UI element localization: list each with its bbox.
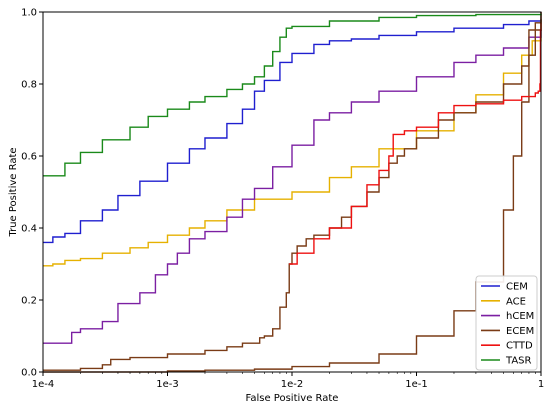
series-line-tasr xyxy=(43,13,542,177)
legend-label-hcem: hCEM xyxy=(506,311,534,322)
series-line-ecem xyxy=(43,12,542,373)
y-tick-label: 0.0 xyxy=(21,368,37,379)
legend-label-cem: CEM xyxy=(506,282,528,293)
legend-label-cttd: CTTD xyxy=(506,341,533,352)
series-layer xyxy=(43,12,542,373)
x-tick-label: 1e-1 xyxy=(405,379,428,390)
y-tick-label: 0.6 xyxy=(21,152,37,163)
legend-label-tasr: TASR xyxy=(505,356,532,367)
series-line-hcem xyxy=(43,30,542,344)
x-tick-label: 1e-3 xyxy=(156,379,179,390)
y-tick-label: 0.8 xyxy=(21,80,37,91)
y-axis-ticks: 0.0 0.2 0.4 0.6 0.8 1.0 xyxy=(21,8,43,379)
x-tick-label: 1e-2 xyxy=(281,379,304,390)
x-axis-label: False Positive Rate xyxy=(246,393,339,404)
legend-box xyxy=(475,275,538,371)
legend-label-ace: ACE xyxy=(506,296,526,307)
series-line-cttd xyxy=(43,12,542,371)
y-tick-label: 1.0 xyxy=(21,8,37,19)
y-axis-label: True Positive Rate xyxy=(8,147,19,237)
x-axis-ticks: 1e-4 1e-3 1e-2 1e-1 1 xyxy=(32,372,544,390)
x-tick-label: 1 xyxy=(538,379,544,390)
legend-label-ecem: ECEM xyxy=(506,326,534,337)
series-line-cem xyxy=(43,19,542,244)
series-line-cttd-red xyxy=(289,22,542,265)
x-tick-label: 1e-4 xyxy=(32,379,55,390)
y-tick-label: 0.2 xyxy=(21,296,37,307)
y-tick-label: 0.4 xyxy=(21,224,37,235)
legend: CEM ACE hCEM ECEM CTTD TASR xyxy=(475,275,538,371)
